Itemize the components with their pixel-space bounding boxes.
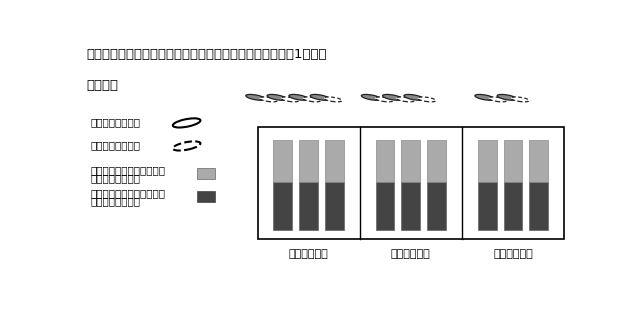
Text: 本発明の実施例２の非周期的ＣＳＩ－ＲＳリソースのもう1つの例: 本発明の実施例２の非周期的ＣＳＩ－ＲＳリソースのもう1つの例	[86, 47, 327, 60]
Text: ビームグループ２のための: ビームグループ２のための	[91, 188, 166, 198]
Bar	[376, 182, 394, 230]
Ellipse shape	[246, 94, 266, 100]
Bar	[300, 140, 318, 182]
Bar	[401, 182, 420, 230]
Text: 第３スロット: 第３スロット	[493, 249, 533, 260]
Ellipse shape	[362, 94, 381, 100]
Bar	[300, 182, 318, 230]
Text: 第１スロット: 第１スロット	[289, 249, 328, 260]
Ellipse shape	[511, 97, 529, 102]
Bar	[401, 140, 420, 182]
Bar	[529, 140, 548, 182]
Bar	[196, 168, 216, 179]
Bar	[529, 182, 548, 230]
Bar	[428, 140, 446, 182]
Text: リソースセット１: リソースセット１	[91, 173, 141, 183]
Bar	[376, 140, 394, 182]
Text: ビームグループ１のための: ビームグループ１のための	[91, 165, 166, 175]
Bar	[325, 140, 344, 182]
Bar	[504, 140, 522, 182]
Ellipse shape	[281, 97, 299, 102]
Text: ビームグループ１: ビームグループ１	[91, 117, 141, 127]
Bar	[504, 182, 522, 230]
Ellipse shape	[375, 97, 393, 102]
Bar	[478, 140, 497, 182]
Text: リソースセット２: リソースセット２	[91, 197, 141, 207]
Ellipse shape	[310, 94, 330, 100]
Ellipse shape	[324, 97, 342, 102]
Bar	[257, 127, 564, 239]
Bar	[273, 140, 292, 182]
Text: ビームグループ２: ビームグループ２	[91, 140, 141, 150]
Ellipse shape	[383, 94, 403, 100]
Ellipse shape	[303, 97, 321, 102]
Text: 第２スロット: 第２スロット	[391, 249, 431, 260]
Bar	[325, 182, 344, 230]
Ellipse shape	[497, 94, 517, 100]
Text: を示す図: を示す図	[86, 79, 118, 93]
Ellipse shape	[475, 94, 495, 100]
Bar	[478, 182, 497, 230]
Bar	[196, 192, 216, 202]
Ellipse shape	[488, 97, 507, 102]
Bar	[273, 182, 292, 230]
Bar	[428, 182, 446, 230]
Ellipse shape	[267, 94, 287, 100]
Ellipse shape	[418, 97, 436, 102]
Ellipse shape	[259, 97, 278, 102]
Ellipse shape	[404, 94, 424, 100]
Ellipse shape	[289, 94, 308, 100]
Ellipse shape	[396, 97, 415, 102]
